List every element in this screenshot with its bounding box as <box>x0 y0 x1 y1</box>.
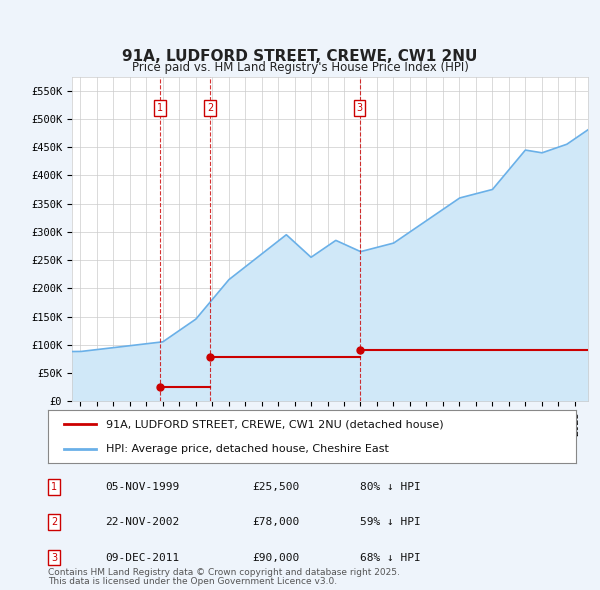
Text: 91A, LUDFORD STREET, CREWE, CW1 2NU (detached house): 91A, LUDFORD STREET, CREWE, CW1 2NU (det… <box>106 419 444 430</box>
Text: 68% ↓ HPI: 68% ↓ HPI <box>360 553 421 562</box>
Text: £78,000: £78,000 <box>252 517 299 527</box>
Text: 22-NOV-2002: 22-NOV-2002 <box>105 517 179 527</box>
Text: 1: 1 <box>51 482 57 491</box>
Text: 59% ↓ HPI: 59% ↓ HPI <box>360 517 421 527</box>
Text: 80% ↓ HPI: 80% ↓ HPI <box>360 482 421 491</box>
Text: £90,000: £90,000 <box>252 553 299 562</box>
Text: 05-NOV-1999: 05-NOV-1999 <box>105 482 179 491</box>
Text: 91A, LUDFORD STREET, CREWE, CW1 2NU: 91A, LUDFORD STREET, CREWE, CW1 2NU <box>122 48 478 64</box>
Text: 3: 3 <box>356 103 362 113</box>
Text: Price paid vs. HM Land Registry's House Price Index (HPI): Price paid vs. HM Land Registry's House … <box>131 61 469 74</box>
Text: £25,500: £25,500 <box>252 482 299 491</box>
Text: 2: 2 <box>207 103 214 113</box>
Text: HPI: Average price, detached house, Cheshire East: HPI: Average price, detached house, Ches… <box>106 444 389 454</box>
Text: 3: 3 <box>51 553 57 562</box>
Text: This data is licensed under the Open Government Licence v3.0.: This data is licensed under the Open Gov… <box>48 577 337 586</box>
Text: 09-DEC-2011: 09-DEC-2011 <box>105 553 179 562</box>
Text: Contains HM Land Registry data © Crown copyright and database right 2025.: Contains HM Land Registry data © Crown c… <box>48 568 400 577</box>
Text: 1: 1 <box>157 103 163 113</box>
Text: 2: 2 <box>51 517 57 527</box>
